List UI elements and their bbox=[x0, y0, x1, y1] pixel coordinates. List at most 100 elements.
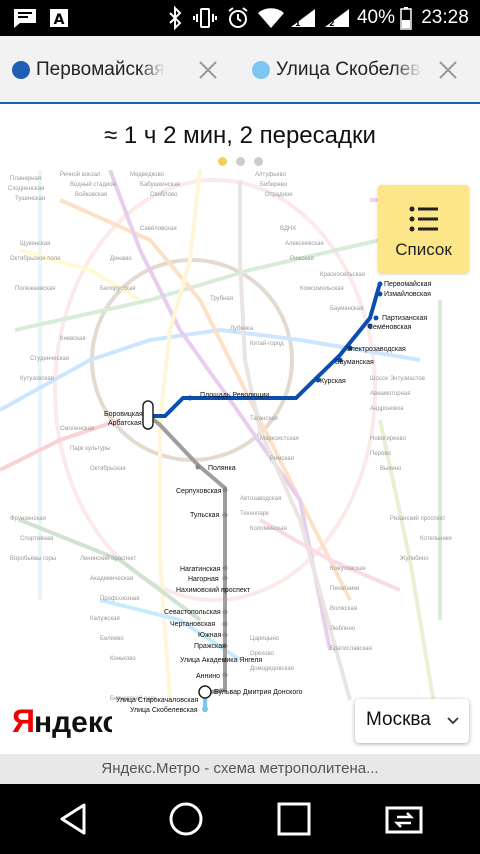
station-label[interactable]: Партизанская bbox=[382, 315, 427, 322]
svg-text:Рязанский проспект: Рязанский проспект bbox=[390, 515, 446, 522]
svg-text:Воробьёвы горы: Воробьёвы горы bbox=[10, 556, 56, 562]
city-selector[interactable]: Москва bbox=[355, 699, 469, 743]
svg-text:Коломенская: Коломенская bbox=[250, 526, 287, 532]
svg-text:Кожуховская: Кожуховская bbox=[330, 566, 366, 572]
station-label[interactable]: Боровицкая bbox=[104, 411, 143, 418]
station-label[interactable]: Первомайская bbox=[384, 280, 432, 288]
svg-text:Медведково: Медведково bbox=[130, 172, 165, 178]
station-label[interactable]: Бульвар Дмитрия Донского bbox=[214, 689, 303, 696]
transfer-borovitskaya-arbatskaya[interactable] bbox=[142, 400, 154, 430]
svg-text:Войковская: Войковская bbox=[75, 191, 107, 198]
to-line-dot bbox=[252, 61, 270, 79]
page-dot bbox=[253, 157, 263, 166]
station-label[interactable]: Нагорная bbox=[188, 576, 219, 583]
svg-text:Бибирево: Бибирево bbox=[260, 182, 288, 188]
svg-text:Новогиреево: Новогиреево bbox=[370, 436, 407, 442]
back-icon[interactable] bbox=[54, 799, 94, 839]
svg-text:Студенческая: Студенческая bbox=[30, 356, 69, 362]
app-caption-bar: Яндекс.Метро - схема метрополитена... bbox=[0, 754, 480, 784]
station-label[interactable]: Измайловская bbox=[384, 290, 431, 298]
station-label[interactable]: Пражская bbox=[194, 643, 226, 650]
station-label[interactable]: Нахимовский проспект bbox=[176, 586, 251, 594]
station-label[interactable]: Чертановская bbox=[170, 621, 215, 628]
route-summary[interactable]: ≈ 1 ч 2 мин, 2 пересадки bbox=[0, 104, 480, 170]
alarm-icon bbox=[224, 0, 252, 36]
station-label[interactable]: Бауманская bbox=[335, 359, 374, 366]
svg-text:Планерная: Планерная bbox=[10, 176, 41, 182]
svg-text:Савёловская: Савёловская bbox=[140, 226, 177, 232]
route-summary-text: ≈ 1 ч 2 мин, 2 пересадки bbox=[104, 122, 376, 149]
svg-text:Китай-город: Китай-город bbox=[250, 340, 284, 347]
svg-text:Беляево: Беляево bbox=[100, 636, 124, 642]
svg-text:Динамо: Динамо bbox=[110, 256, 132, 262]
blue-route-line bbox=[148, 282, 382, 418]
svg-text:Алексеевская: Алексеевская bbox=[285, 241, 324, 247]
svg-text:Белорусская: Белорусская bbox=[100, 286, 136, 292]
station-label[interactable]: Полянка bbox=[208, 465, 236, 472]
station-label[interactable]: Площадь Революции bbox=[200, 392, 269, 399]
svg-text:Профсоюзная: Профсоюзная bbox=[100, 596, 139, 602]
recents-icon[interactable] bbox=[274, 799, 314, 839]
transfer-bulvar-dmitriya-donskogo[interactable] bbox=[198, 685, 212, 699]
svg-text:Рижская: Рижская bbox=[290, 256, 314, 262]
station-label[interactable]: Серпуховская bbox=[176, 488, 222, 495]
svg-text:Перово: Перово bbox=[370, 451, 391, 457]
station-label[interactable]: Нагатинская bbox=[180, 566, 221, 573]
svg-text:Римская: Римская bbox=[270, 456, 294, 462]
station-label[interactable]: Электрозаводская bbox=[346, 346, 406, 353]
clear-to-icon[interactable] bbox=[434, 56, 462, 84]
svg-text:Спортивная: Спортивная bbox=[20, 536, 53, 542]
page-dot bbox=[235, 157, 245, 166]
keyboard-notification-icon: A bbox=[46, 0, 72, 36]
android-nav-bar bbox=[0, 784, 480, 854]
svg-text:Лубянка: Лубянка bbox=[230, 326, 254, 332]
svg-text:ндекс: ндекс bbox=[34, 706, 112, 739]
svg-text:Коньково: Коньково bbox=[110, 656, 136, 662]
station-label[interactable]: Арбатская bbox=[108, 419, 142, 427]
app-caption: Яндекс.Метро - схема метрополитена... bbox=[101, 760, 379, 777]
yandex-logo: Я ндекс bbox=[12, 703, 112, 739]
svg-text:Свиблово: Свиблово bbox=[150, 192, 178, 198]
svg-text:Авиамоторная: Авиамоторная bbox=[370, 391, 410, 397]
svg-text:Академическая: Академическая bbox=[90, 576, 133, 582]
signal-1-icon: 1 bbox=[288, 0, 318, 36]
station-label[interactable]: Курская bbox=[320, 378, 346, 385]
svg-text:Марксистская: Марксистская bbox=[260, 436, 299, 442]
station-label[interactable]: Улица Академика Янгеля bbox=[180, 657, 262, 664]
page-indicator bbox=[0, 157, 480, 166]
svg-text:Красносельская: Красносельская bbox=[320, 272, 365, 278]
svg-text:Я: Я bbox=[12, 703, 35, 739]
home-icon[interactable] bbox=[166, 799, 206, 839]
svg-text:Домодедовская: Домодедовская bbox=[250, 666, 294, 672]
metro-map-canvas[interactable]: Планерная Сходненская Тушинская Речной вок… bbox=[0, 170, 480, 754]
list-icon bbox=[409, 206, 438, 232]
page-dot bbox=[217, 157, 227, 166]
list-button-label: Список bbox=[395, 240, 452, 259]
svg-text:Выхино: Выхино bbox=[380, 466, 402, 472]
city-selector-value: Москва bbox=[366, 709, 431, 730]
switch-apps-icon[interactable] bbox=[384, 799, 424, 839]
station-label[interactable]: Улица Скобелевская bbox=[130, 706, 198, 714]
station-label[interactable]: Аннино bbox=[196, 673, 220, 680]
from-station-field[interactable]: Первомайская bbox=[12, 50, 182, 90]
station-label[interactable]: Улица Старокачаловская bbox=[116, 697, 198, 704]
list-button[interactable]: Список bbox=[378, 185, 469, 273]
station-label[interactable]: Семёновская bbox=[368, 324, 412, 331]
svg-text:Царицыно: Царицыно bbox=[250, 636, 280, 642]
svg-text:Водный стадион: Водный стадион bbox=[70, 181, 116, 188]
svg-text:A: A bbox=[54, 12, 65, 28]
svg-text:Битцевский парк: Битцевский парк bbox=[110, 695, 157, 702]
svg-text:Трубная: Трубная bbox=[210, 296, 233, 302]
to-station-field[interactable]: Улица Скобелевская bbox=[252, 50, 422, 90]
station-label[interactable]: Южная bbox=[198, 632, 222, 639]
signal-2-icon: 2 bbox=[322, 0, 352, 36]
chevron-down-icon bbox=[447, 717, 459, 725]
clear-from-icon[interactable] bbox=[194, 56, 222, 84]
from-line-dot bbox=[12, 61, 30, 79]
clock: 23:28 bbox=[421, 7, 469, 28]
from-station-label: Первомайская bbox=[36, 59, 165, 80]
svg-text:Бауманская: Бауманская bbox=[330, 306, 363, 312]
station-label[interactable]: Севастопольская bbox=[164, 609, 221, 616]
station-label[interactable]: Тульская bbox=[190, 512, 220, 519]
svg-text:Октябрьская: Октябрьская bbox=[90, 466, 126, 472]
